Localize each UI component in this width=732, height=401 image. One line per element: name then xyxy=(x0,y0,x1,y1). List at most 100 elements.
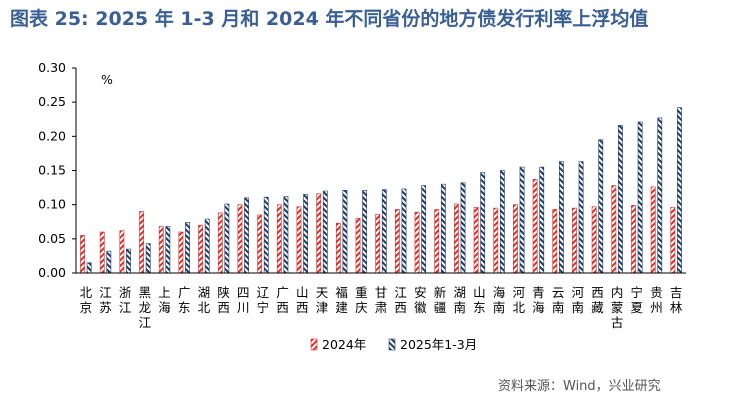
bars-group xyxy=(80,107,682,274)
x-category-label: 黑 xyxy=(139,285,152,300)
bar-2025q1-17 xyxy=(421,185,427,274)
bar-2024-12 xyxy=(316,193,322,274)
bar-2024-24 xyxy=(552,209,558,274)
x-category-label: 建 xyxy=(335,300,348,315)
bar-2025q1-15 xyxy=(381,189,387,274)
x-category-label: 南 xyxy=(453,300,466,315)
bar-2025q1-14 xyxy=(362,190,368,274)
x-category-label: 安 xyxy=(414,285,427,300)
bar-2024-18 xyxy=(434,209,440,274)
x-category-label: 南 xyxy=(493,300,506,315)
bar-2025q1-1 xyxy=(106,250,112,274)
x-category-label: 福 xyxy=(335,285,348,300)
bar-2025q1-27 xyxy=(618,125,623,274)
bar-2024-11 xyxy=(296,206,302,274)
bar-2024-0 xyxy=(80,235,85,274)
x-category-label: 江 xyxy=(394,285,407,300)
x-category-label: 新 xyxy=(434,285,447,300)
y-tick-label: 0.00 xyxy=(38,265,66,280)
bar-2025q1-8 xyxy=(244,197,249,274)
bar-2025q1-0 xyxy=(86,262,92,274)
x-category-label: 贵 xyxy=(650,285,663,300)
bar-2024-16 xyxy=(394,209,400,274)
bar-2024-7 xyxy=(217,212,223,274)
x-category-label: 徽 xyxy=(414,300,427,315)
x-category-label: 江 xyxy=(119,300,132,315)
bar-2024-1 xyxy=(99,231,105,274)
x-category-label: 海 xyxy=(158,300,171,315)
x-category-label: 北 xyxy=(512,300,525,315)
chart-title: 图表 25: 2025 年 1-3 月和 2024 年不同省份的地方债发行利率上… xyxy=(10,8,649,30)
y-axis: 0.00 0.05 0.10 0.15 0.20 0.25 0.30 xyxy=(38,60,77,280)
bar-2025q1-6 xyxy=(204,218,210,274)
bar-2024-4 xyxy=(158,226,164,274)
bar-2025q1-23 xyxy=(539,166,545,274)
x-category-label: 北 xyxy=(80,285,93,300)
bar-2024-23 xyxy=(532,179,538,274)
x-category-label: 河 xyxy=(512,285,525,300)
bar-2025q1-3 xyxy=(145,243,151,274)
x-category-label: 宁 xyxy=(631,285,644,300)
bar-2024-28 xyxy=(631,205,636,274)
x-category-label: 天 xyxy=(316,285,329,300)
x-category-label: 海 xyxy=(493,285,506,300)
bar-2024-25 xyxy=(572,207,577,274)
x-category-label: 广 xyxy=(276,285,289,300)
x-category-label: 上 xyxy=(158,285,171,300)
legend: 2024年 2025年1-3月 xyxy=(310,337,477,352)
bar-2025q1-11 xyxy=(303,194,308,274)
x-category-label: 河 xyxy=(572,285,585,300)
x-category-label: 肃 xyxy=(375,300,388,315)
bar-2024-21 xyxy=(493,207,499,274)
bar-2024-26 xyxy=(591,206,597,274)
bar-2024-27 xyxy=(611,185,617,274)
bar-2024-15 xyxy=(375,213,381,274)
bar-2025q1-13 xyxy=(342,190,348,274)
x-category-label: 夏 xyxy=(631,300,644,315)
x-category-label: 林 xyxy=(670,300,683,315)
x-category-label: 蒙 xyxy=(611,300,624,315)
bar-2025q1-24 xyxy=(558,161,564,274)
bar-2025q1-19 xyxy=(460,182,466,274)
bar-2025q1-26 xyxy=(598,139,604,274)
bar-2025q1-4 xyxy=(165,226,171,274)
x-category-label: 内 xyxy=(611,285,624,300)
x-category-label: 湖 xyxy=(198,285,211,300)
bar-2025q1-2 xyxy=(126,248,131,274)
x-category-label: 南 xyxy=(552,300,565,315)
bar-2025q1-30 xyxy=(677,107,682,274)
bar-2025q1-12 xyxy=(322,190,328,274)
bar-2025q1-9 xyxy=(263,196,269,274)
bar-2024-13 xyxy=(335,222,341,274)
x-category-label: 疆 xyxy=(434,300,447,315)
x-category-label: 庆 xyxy=(355,300,368,315)
x-category-label: 广 xyxy=(178,285,191,300)
y-tick-label: 0.30 xyxy=(38,60,66,75)
bar-2025q1-10 xyxy=(283,196,289,274)
x-category-label: 津 xyxy=(316,300,329,315)
x-category-label: 北 xyxy=(198,300,211,315)
x-category-label: 陕 xyxy=(217,285,230,300)
bar-2024-2 xyxy=(119,230,125,274)
x-category-label: 西 xyxy=(591,285,604,300)
bar-2024-5 xyxy=(178,231,184,274)
x-axis: 北京江苏浙江黑龙江上海广东湖北陕西四川辽宁广西山西天津福建重庆甘肃江西安徽新疆湖… xyxy=(76,272,686,330)
x-category-label: 藏 xyxy=(591,300,604,315)
x-category-label: 苏 xyxy=(99,300,112,315)
x-category-label: 甘 xyxy=(375,285,388,300)
y-tick-label: 0.15 xyxy=(38,163,66,178)
x-category-label: 东 xyxy=(473,300,486,315)
bar-2024-22 xyxy=(513,204,518,274)
x-category-label: 宁 xyxy=(257,300,270,315)
x-category-label: 浙 xyxy=(119,285,132,300)
bar-2024-3 xyxy=(139,211,144,274)
x-category-label: 京 xyxy=(80,300,93,315)
bar-2025q1-7 xyxy=(224,203,230,274)
bar-2024-6 xyxy=(198,224,204,274)
x-category-label: 湖 xyxy=(453,285,466,300)
bar-2024-20 xyxy=(473,207,479,274)
x-category-label: 重 xyxy=(355,285,368,300)
x-category-label: 南 xyxy=(572,300,585,315)
legend-label: 2024年 xyxy=(322,337,366,352)
x-category-label: 江 xyxy=(99,285,112,300)
